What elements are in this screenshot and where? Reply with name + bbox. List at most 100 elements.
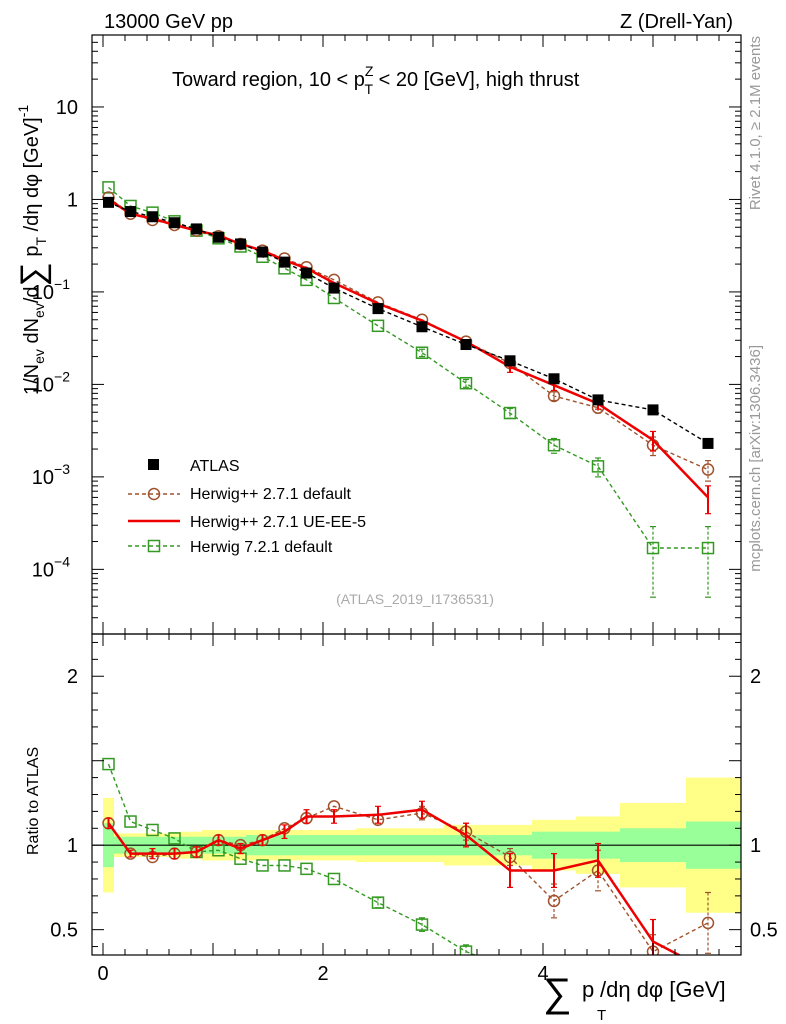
- ratio-y-tick-label-left: 1: [67, 835, 78, 857]
- main-series-0-point: [213, 231, 224, 243]
- legend: ATLAS Herwig++ 2.7.1 default Herwig++ 2.…: [128, 458, 366, 556]
- legend-marker-herwig271-default: [147, 487, 161, 501]
- ratio-series-0-point: [701, 916, 715, 930]
- ratio-series-1: [105, 800, 682, 955]
- main-series-3-point: [102, 181, 115, 194]
- main-y-tick-label: 10−2: [32, 368, 70, 396]
- main-series-0-point: [460, 339, 472, 351]
- main-ylabel: 1/Nev dNev/d∑ pT /dη dφ [GeV]-1: [14, 105, 52, 395]
- main-series-0-point: [647, 404, 659, 416]
- x-label-sigma: ∑: [543, 971, 572, 1015]
- rivet-version: Rivet 4.1.0, ≥ 2.1M events: [747, 36, 764, 210]
- ratio-y-ticks: 2 2 1 1 0.5 0.5: [50, 641, 778, 948]
- legend-label-herwig271-ueee5: Herwig++ 2.7.1 UE-EE-5: [190, 514, 366, 531]
- main-title-pre: Toward region, 10 < p: [172, 69, 365, 91]
- x-axis-label: ∑ p T /dη dφ [GeV]: [543, 971, 726, 1024]
- main-series-3: [102, 181, 715, 598]
- main-series-0-point: [592, 394, 604, 406]
- main-series-0-point: [191, 223, 202, 235]
- x-tick-label: 2: [317, 963, 328, 985]
- x-label-rest: /dη dφ [GeV]: [600, 977, 726, 1002]
- main-title: Toward region, 10 < pZ T < 20 [GeV], high…: [172, 63, 580, 97]
- main-y-tick-label: 10−1: [32, 276, 70, 304]
- ratio-series-2-point: [146, 823, 159, 837]
- ratio-y-tick-label-right: 0.5: [750, 920, 778, 942]
- svg-text:1/Nev dNev/d∑ pT /dη dφ [GeV]: 1/Nev dNev/d∑ pT /dη dφ [GeV]-1: [14, 105, 52, 395]
- main-y-tick-label: 10: [56, 97, 78, 119]
- main-series-3-point: [547, 438, 561, 452]
- main-series-3-point: [371, 319, 385, 333]
- ratio-series-2-point: [505, 963, 516, 974]
- main-series-0-point: [372, 303, 384, 315]
- main-series-0: [103, 196, 714, 449]
- ratio-panel: 2 2 1 1 0.5 0.5 0 2 4: [50, 35, 778, 1015]
- ratio-series-2-point: [459, 945, 473, 955]
- main-title-post: < 20 [GeV], high thrust: [373, 69, 580, 91]
- main-series-0-point: [328, 282, 340, 294]
- header-right: Z (Drell-Yan): [620, 11, 733, 33]
- ratio-series-0-point: [547, 894, 561, 908]
- main-series-0-point: [279, 256, 290, 268]
- main-series-0-point: [103, 196, 114, 208]
- ratio-series-2-point: [124, 815, 137, 828]
- main-series-1-point: [701, 463, 715, 476]
- main-series-0-line: [108, 201, 709, 444]
- ratio-series-2-point: [168, 832, 181, 845]
- main-series-0-point: [504, 355, 516, 367]
- main-series-3-point: [701, 541, 715, 555]
- ratio-series-2-point: [256, 859, 269, 872]
- x-tick-label: 0: [97, 963, 108, 985]
- main-series-0-point: [235, 238, 246, 250]
- x-label-sub: T: [597, 1007, 606, 1024]
- ratio-y-tick-label-right: 2: [750, 666, 761, 688]
- main-series-0-point: [147, 211, 158, 223]
- legend-label-herwig721-default: Herwig 7.2.1 default: [190, 539, 333, 556]
- ratio-series-2-point: [648, 1004, 659, 1015]
- main-series-0-point: [257, 246, 268, 258]
- ratio-series-2-point: [371, 896, 385, 909]
- main-y-ticks: 10 1 10−1 10−2 10−3 10−4: [32, 34, 741, 635]
- main-series-0-point: [702, 437, 714, 449]
- main-series-1: [102, 191, 715, 482]
- ratio-y-tick-label-left: 0.5: [50, 920, 78, 942]
- x-tick-label: 4: [537, 963, 548, 985]
- main-series-0-point: [548, 373, 560, 385]
- main-series-3-point: [591, 460, 605, 473]
- ratio-y-tick-label-right: 1: [750, 835, 761, 857]
- main-series-3-point: [646, 541, 660, 555]
- main-series-1-line: [108, 196, 709, 471]
- main-series-0-point: [416, 321, 428, 333]
- ratio-series-2-point: [102, 757, 115, 771]
- main-series-0-point: [301, 267, 312, 279]
- ratio-series-2-line: [107, 763, 477, 955]
- main-panel: 10 1 10−1 10−2 10−3 10−4: [32, 34, 742, 635]
- legend-marker-atlas: [148, 459, 159, 470]
- main-y-tick-label: 10−3: [32, 461, 70, 489]
- legend-label-herwig271-default: Herwig++ 2.7.1 default: [190, 486, 352, 503]
- main-y-tick-label: 1: [67, 189, 78, 211]
- header-left: 13000 GeV pp: [104, 11, 233, 33]
- ratio-series-2-point: [278, 859, 291, 872]
- x-label-p: p: [582, 977, 594, 1002]
- main-y-tick-label: 10−4: [32, 553, 70, 581]
- main-series-3-point: [459, 376, 473, 390]
- ratio-series-2-point: [327, 872, 341, 886]
- mcplots-credit: mcplots.cern.ch [arXiv:1306.3436]: [747, 345, 764, 572]
- main-series-3-line: [108, 186, 708, 549]
- ratio-series-2: [102, 757, 659, 1015]
- main-series-3-point: [503, 406, 517, 420]
- main-series-2-line: [107, 198, 709, 499]
- ratio-ylabel: Ratio to ATLAS: [25, 747, 42, 855]
- main-title-sub: T: [364, 81, 373, 97]
- main-series-0-point: [169, 217, 180, 229]
- ratio-series-2-point: [300, 862, 313, 876]
- legend-label-atlas: ATLAS: [190, 458, 240, 475]
- ratio-series-2-point: [415, 918, 429, 931]
- main-series-3-point: [415, 346, 429, 359]
- analysis-id: (ATLAS_2019_I1736531): [336, 591, 494, 607]
- ratio-frame: [91, 633, 742, 956]
- ratio-y-tick-label-left: 2: [67, 666, 78, 688]
- main-series-0-point: [125, 206, 136, 218]
- legend-marker-herwig721-default: [147, 539, 161, 553]
